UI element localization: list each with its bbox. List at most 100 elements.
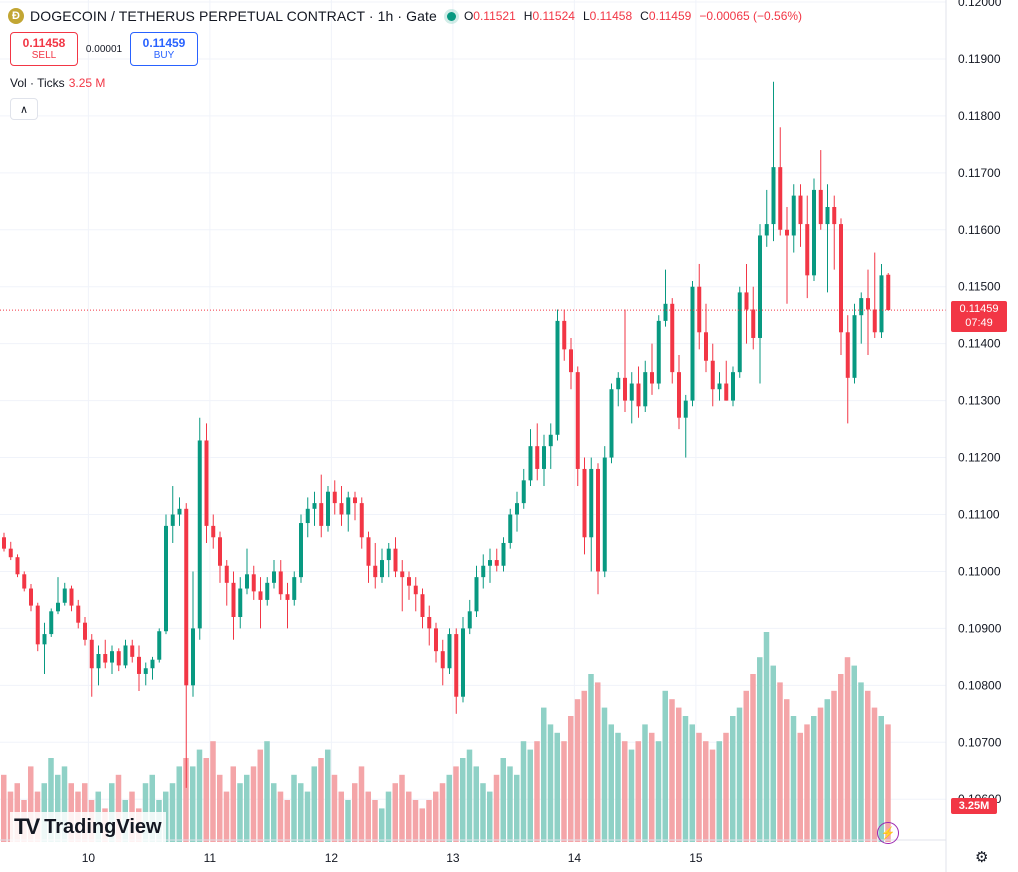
candle: [407, 571, 411, 600]
price-tick-label: 0.11600: [958, 223, 1001, 237]
candle-body: [623, 377, 627, 401]
candle-body: [805, 224, 810, 276]
candle-body: [555, 320, 560, 435]
candle-body: [103, 654, 108, 663]
price-tick-label: 0.12000: [958, 0, 1002, 9]
candle-body: [272, 571, 276, 583]
volume-bar: [365, 791, 371, 842]
volume-bar: [527, 749, 533, 842]
candle-body: [231, 582, 236, 617]
volume-bar: [757, 657, 763, 842]
collapse-legend-button[interactable]: ∧: [10, 98, 38, 120]
volume-bar: [439, 783, 446, 842]
volume-bar: [851, 665, 857, 842]
candle: [467, 599, 472, 635]
volume-bar: [352, 783, 358, 842]
candle: [2, 532, 6, 552]
candle: [724, 360, 729, 401]
volume-bar: [210, 741, 216, 842]
volume-bar: [520, 741, 527, 842]
tradingview-logo[interactable]: TV TradingView: [10, 812, 166, 842]
candle-body: [785, 229, 789, 236]
time-tick-label: 12: [325, 851, 339, 865]
candle-body: [461, 628, 465, 697]
candle-body: [879, 275, 884, 333]
candle-body: [825, 207, 830, 225]
ohlc-change: −0.00065 (−0.56%): [699, 9, 803, 23]
candle: [359, 497, 364, 549]
candle-body: [218, 537, 222, 566]
candle-body: [501, 542, 506, 566]
candle: [886, 273, 891, 311]
candle: [839, 218, 843, 356]
candle: [62, 582, 67, 606]
candle-body: [130, 645, 135, 657]
candle: [413, 577, 418, 612]
volume-bar: [480, 783, 486, 842]
price-axis[interactable]: 0.12000 0.11900 0.11800 0.11700 0.11600 0.115…: [945, 0, 1002, 872]
lightning-icon[interactable]: ⚡: [877, 822, 899, 844]
buy-price: 0.11459: [142, 36, 186, 50]
volume-bar: [271, 783, 277, 842]
candle: [879, 263, 884, 338]
candle-body: [629, 383, 634, 401]
price-tick-label: 0.11400: [958, 337, 1001, 351]
candle: [231, 571, 236, 640]
volume-bar: [55, 774, 61, 842]
candle-body: [386, 548, 391, 561]
volume-bar: [878, 716, 884, 842]
volume-bar: [790, 716, 797, 842]
candle: [758, 224, 762, 384]
volume-bar: [581, 690, 587, 842]
candle: [69, 585, 74, 612]
volume-bar: [257, 749, 263, 842]
candle: [650, 343, 654, 395]
gear-icon[interactable]: ⚙: [975, 849, 989, 866]
candle-body: [346, 497, 351, 515]
volume-bar: [844, 657, 851, 842]
volume-bar: [723, 732, 729, 842]
candle: [589, 457, 594, 572]
sell-button[interactable]: 0.11458 SELL: [10, 32, 78, 66]
candle-body: [602, 457, 607, 572]
price-tick-label: 0.11500: [958, 280, 1001, 294]
candle-body: [852, 315, 857, 378]
candle-body: [710, 360, 715, 390]
candle-body: [96, 654, 101, 669]
candle-body: [339, 503, 344, 515]
volume-bar: [453, 766, 459, 842]
candle: [737, 286, 742, 378]
volume-bar: [190, 766, 196, 842]
candle-body: [596, 468, 600, 572]
candle-body: [737, 292, 742, 373]
volume-bar: [784, 699, 790, 842]
volume-bar: [1, 774, 7, 842]
volume-legend[interactable]: Vol · Ticks 3.25 M: [10, 76, 105, 90]
volume-bar: [446, 774, 452, 842]
candle: [764, 189, 769, 247]
candle: [488, 548, 492, 583]
candle-body: [643, 372, 648, 407]
candle-body: [589, 468, 594, 538]
candle-body: [778, 167, 783, 230]
candle-body: [49, 611, 54, 635]
time-axis[interactable]: 10 11 12 13 14 15: [0, 839, 946, 865]
tradingview-mark-icon: TV: [14, 814, 40, 839]
volume-bar: [763, 632, 770, 842]
candle: [656, 315, 661, 390]
candle: [670, 298, 675, 384]
symbol-title[interactable]: DOGECOIN / TETHERUS PERPETUAL CONTRACT ·…: [30, 8, 437, 24]
candle: [332, 480, 337, 515]
volume-bar: [534, 741, 540, 842]
last-price-tag: 0.11459 07:49: [951, 301, 1007, 332]
candle-body: [22, 574, 27, 589]
candle-body: [319, 503, 324, 526]
candle-body: [359, 503, 364, 538]
candle-body: [265, 582, 270, 600]
candle: [535, 423, 540, 481]
buy-button[interactable]: 0.11459 BUY: [130, 32, 198, 66]
sell-label: SELL: [31, 50, 57, 61]
volume-bar: [696, 732, 702, 842]
